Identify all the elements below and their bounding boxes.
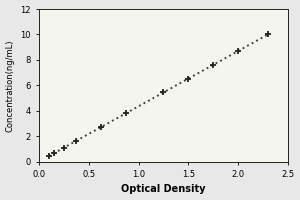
- X-axis label: Optical Density: Optical Density: [121, 184, 206, 194]
- Y-axis label: Concentration(ng/mL): Concentration(ng/mL): [6, 39, 15, 132]
